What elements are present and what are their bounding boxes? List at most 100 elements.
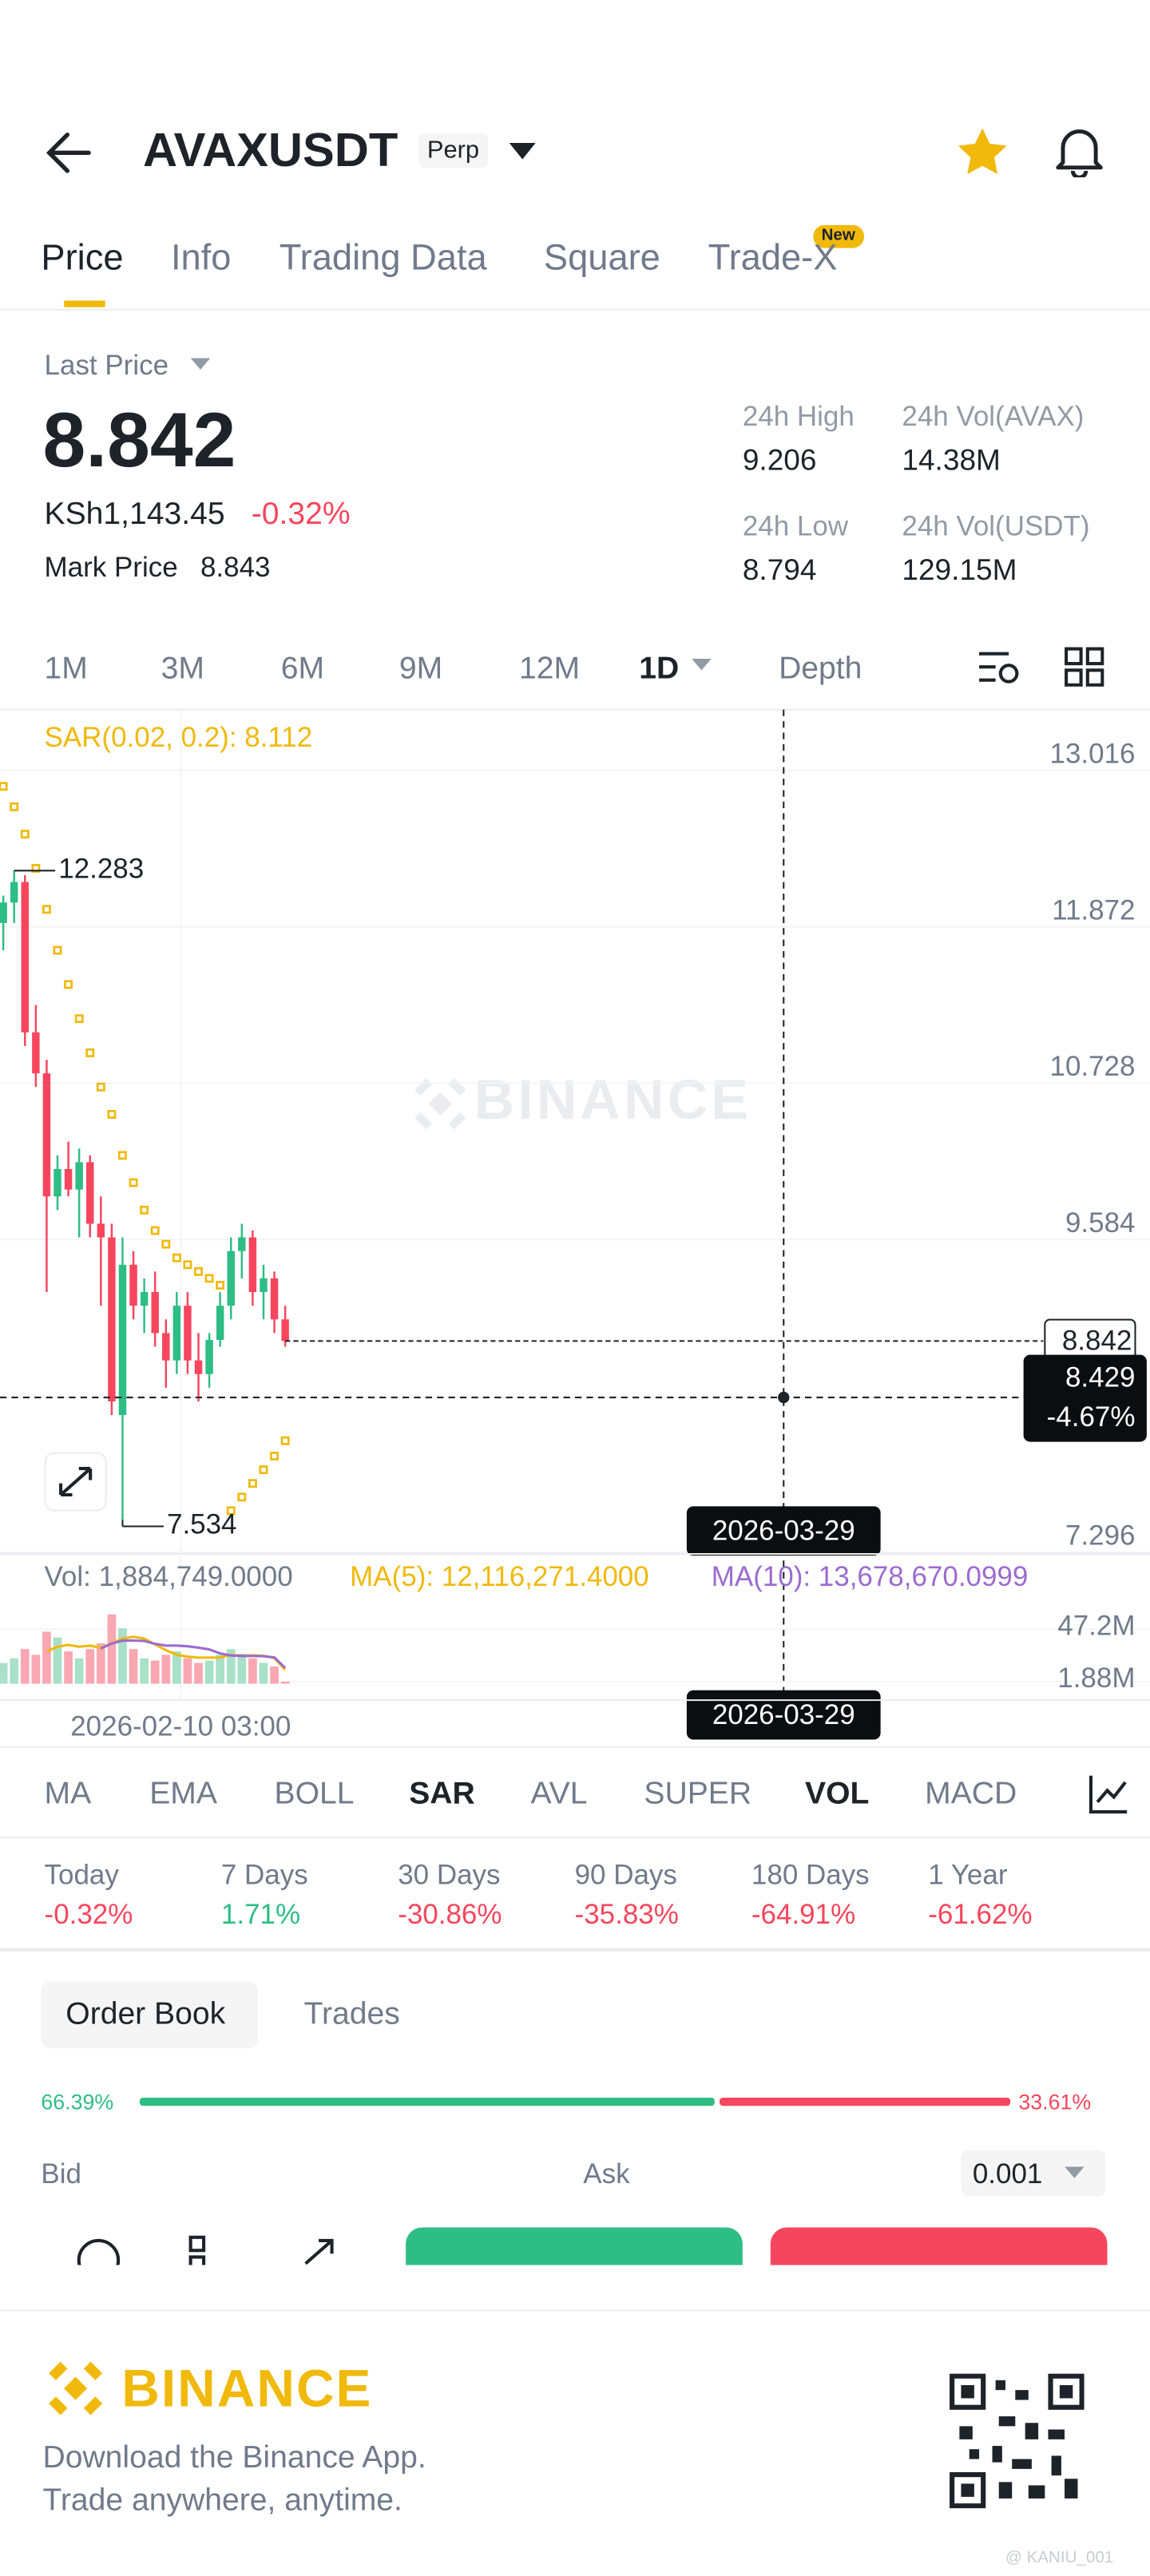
- alert-bell[interactable]: [1053, 125, 1106, 178]
- sar-dot: [31, 863, 41, 873]
- watermark-logo: [414, 1078, 466, 1130]
- volume-bar: [118, 1628, 127, 1684]
- sell-button[interactable]: [770, 2227, 1108, 2265]
- crosshair-date: 2026-03-29: [712, 1699, 855, 1730]
- volume-bar: [226, 1649, 236, 1684]
- brand-logo: [49, 2361, 103, 2415]
- layout-toggle[interactable]: [1065, 647, 1104, 687]
- watermark-shape: [448, 1078, 466, 1096]
- tab[interactable]: Square: [543, 236, 660, 278]
- candle-body: [42, 1073, 51, 1197]
- last-price: 8.842: [42, 395, 236, 483]
- tab[interactable]: Trade-X: [708, 236, 838, 278]
- mark-price-label: Mark Price: [44, 552, 178, 584]
- dropdown[interactable]: [508, 141, 537, 161]
- indicator[interactable]: VOL: [804, 1777, 870, 1813]
- chart-settings[interactable]: [976, 648, 1022, 690]
- tab[interactable]: Trading Data: [279, 236, 487, 278]
- annotation: 12.283: [58, 854, 144, 885]
- symbol[interactable]: AVAXUSDT: [142, 125, 399, 178]
- volume-bar: [42, 1631, 51, 1684]
- candle-body: [281, 1319, 289, 1342]
- interval[interactable]: 1D: [639, 652, 680, 687]
- y-tick-label: 13.016: [1050, 739, 1136, 770]
- sar-dot: [140, 1205, 149, 1215]
- order-book-tab[interactable]: Order Book: [65, 1997, 226, 2032]
- interval[interactable]: 9M: [399, 652, 443, 687]
- volume-bar: [270, 1666, 279, 1684]
- sar-dot: [107, 1110, 117, 1119]
- candle-body: [248, 1237, 257, 1293]
- interval[interactable]: 6M: [280, 652, 325, 687]
- candle-body: [205, 1339, 213, 1374]
- volume-bar: [74, 1658, 84, 1684]
- trades-tab[interactable]: Trades: [303, 1997, 400, 2032]
- footer-line: Trade anywhere, anytime.: [42, 2483, 402, 2519]
- action-bar: [0, 2224, 1150, 2265]
- sar-dot: [53, 945, 62, 955]
- candle-body: [140, 1292, 149, 1306]
- volume-bar: [20, 1649, 30, 1684]
- indicator[interactable]: AVL: [530, 1777, 588, 1813]
- candle-body: [270, 1278, 279, 1320]
- expand-button[interactable]: [44, 1452, 107, 1512]
- period-label: 7 Days: [220, 1859, 308, 1891]
- divider: [0, 1836, 1150, 1838]
- last-price-label[interactable]: Last Price: [44, 350, 169, 382]
- buy-button[interactable]: [406, 2227, 743, 2265]
- indicator[interactable]: SAR: [409, 1777, 475, 1813]
- indicator[interactable]: BOLL: [274, 1777, 355, 1813]
- volume-bar: [172, 1651, 181, 1684]
- sar-dot: [226, 1506, 236, 1516]
- favorite-star[interactable]: [956, 126, 1009, 176]
- candle-body: [0, 902, 7, 923]
- stat-value: 9.206: [742, 443, 817, 477]
- candle-body: [108, 1237, 116, 1402]
- precision: 0.001: [972, 2158, 1043, 2190]
- tab[interactable]: Price: [41, 236, 124, 278]
- footer-divider: [0, 2265, 1150, 2312]
- volume-bar: [183, 1658, 192, 1684]
- y-tick-label: 11.872: [1052, 894, 1135, 925]
- period-change: -64.91%: [751, 1899, 856, 1931]
- candle-body: [10, 882, 18, 903]
- crosshair-change: -4.67%: [1047, 1401, 1136, 1433]
- interval[interactable]: 1M: [44, 652, 88, 687]
- indicator[interactable]: SUPER: [644, 1777, 752, 1813]
- precision-select[interactable]: [961, 2150, 1106, 2197]
- back-button[interactable]: [45, 130, 94, 176]
- y-tick-label: 7.296: [1065, 1520, 1136, 1552]
- y-tick-label: 10.728: [1050, 1051, 1136, 1082]
- volume-ma5-label: MA(5): 12,116,271.4000: [350, 1561, 649, 1592]
- sar-dot: [259, 1465, 268, 1475]
- sar-dot: [10, 802, 19, 811]
- period-label: 30 Days: [398, 1859, 501, 1891]
- indicator-settings[interactable]: [1088, 1773, 1130, 1815]
- interval[interactable]: 12M: [519, 652, 581, 687]
- volume-tick-label: 1.88M: [1057, 1663, 1135, 1694]
- sar-dot: [85, 1048, 95, 1057]
- sar-dot: [150, 1226, 160, 1235]
- interval[interactable]: Depth: [779, 652, 862, 687]
- annotation: 7.534: [167, 1509, 237, 1540]
- qr-code: [950, 2373, 1085, 2509]
- candle-body: [21, 882, 29, 1032]
- candle-body: [75, 1162, 83, 1190]
- tab[interactable]: Info: [170, 236, 232, 278]
- indicator[interactable]: MACD: [925, 1777, 1017, 1813]
- indicator[interactable]: MA: [44, 1777, 92, 1813]
- volume-bar: [31, 1655, 41, 1684]
- watermark-shape: [428, 1092, 452, 1116]
- indicator[interactable]: EMA: [149, 1777, 217, 1813]
- sar-dot: [216, 1281, 225, 1290]
- volume-bar: [237, 1653, 247, 1684]
- sar-dot: [194, 1266, 203, 1276]
- brand: BINANCE: [121, 2359, 373, 2419]
- volume-bar: [85, 1649, 95, 1684]
- watermark-shape: [414, 1078, 433, 1096]
- interval[interactable]: 3M: [161, 652, 204, 687]
- volume-bar: [150, 1660, 160, 1684]
- ratio-segment: [719, 2097, 1011, 2106]
- candle-body: [162, 1333, 170, 1361]
- volume-bar: [216, 1655, 225, 1684]
